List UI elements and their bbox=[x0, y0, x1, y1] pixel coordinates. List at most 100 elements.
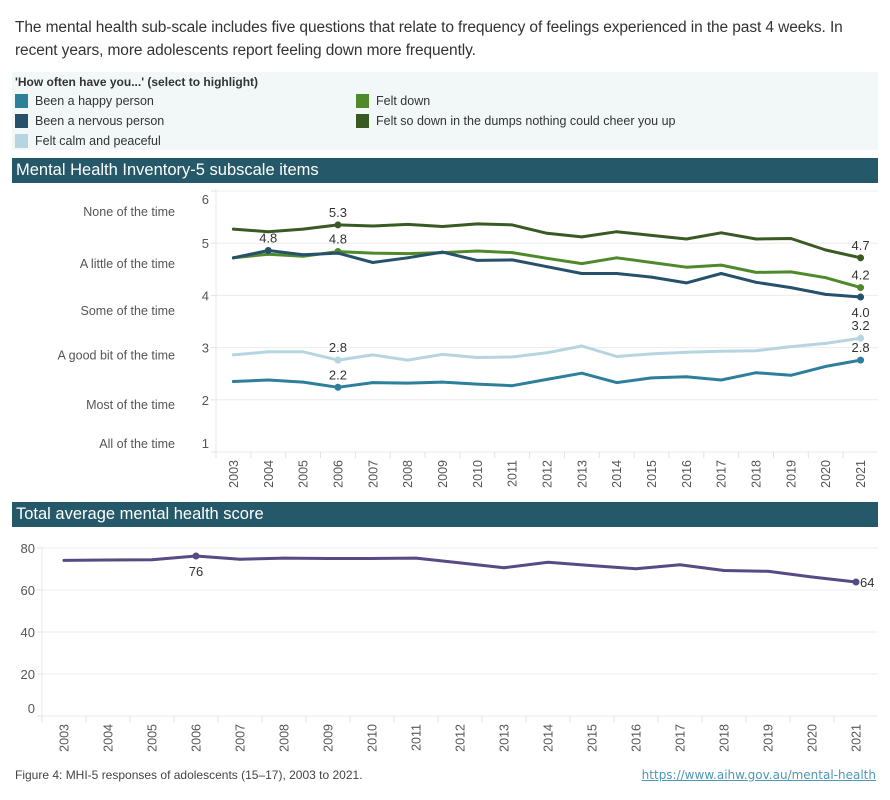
data-point bbox=[546, 560, 550, 564]
data-point bbox=[62, 558, 66, 562]
data-point bbox=[754, 371, 758, 375]
data-point bbox=[789, 345, 793, 348]
data-point bbox=[266, 378, 270, 382]
legend-label: Felt down bbox=[376, 94, 431, 108]
data-label: 2.8 bbox=[852, 340, 870, 355]
x-tick-label: 2019 bbox=[762, 724, 776, 752]
x-tick-label: 2016 bbox=[680, 460, 694, 488]
data-point bbox=[266, 230, 270, 234]
data-point bbox=[192, 552, 200, 560]
data-point bbox=[336, 251, 340, 255]
data-point bbox=[722, 569, 726, 572]
legend-item-calm[interactable]: Felt calm and peaceful bbox=[15, 132, 161, 150]
legend-panel: 'How often have you...' (select to highl… bbox=[12, 72, 878, 150]
data-point bbox=[301, 253, 305, 257]
data-point bbox=[824, 364, 828, 368]
x-tick-label: 2007 bbox=[234, 724, 248, 752]
intro-text: The mental health sub-scale includes fiv… bbox=[15, 19, 843, 59]
data-point bbox=[684, 281, 688, 285]
legend-swatch-felt-down bbox=[356, 94, 369, 108]
data-point bbox=[580, 272, 584, 275]
y-tick-label: 40 bbox=[21, 625, 35, 640]
legend-item-felt-down[interactable]: Felt down bbox=[356, 92, 430, 110]
figure-caption: Figure 4: MHI-5 responses of adolescents… bbox=[15, 768, 363, 782]
legend-swatch-nervous bbox=[15, 114, 28, 128]
data-point bbox=[754, 237, 758, 241]
x-tick-label: 2008 bbox=[401, 460, 415, 488]
data-point bbox=[238, 557, 242, 561]
frequency-category-label: A little of the time bbox=[80, 257, 175, 271]
data-point bbox=[650, 376, 653, 380]
data-point bbox=[371, 261, 375, 264]
data-point bbox=[301, 227, 305, 231]
data-label: 4.8 bbox=[329, 232, 347, 247]
x-tick-label: 2021 bbox=[850, 724, 864, 752]
data-point bbox=[719, 272, 723, 275]
legend-label: Been a happy person bbox=[35, 94, 154, 108]
x-tick-label: 2009 bbox=[322, 724, 336, 752]
x-tick-label: 2013 bbox=[575, 460, 589, 488]
data-point bbox=[510, 384, 514, 388]
x-tick-label: 2015 bbox=[586, 724, 600, 752]
data-point bbox=[789, 237, 793, 240]
data-label: 4.8 bbox=[259, 231, 277, 246]
total-score-line-chart: 0 20 40 60 80 2003 2004 2005 2006 2007 2008 2009 201… bbox=[21, 541, 878, 752]
x-tick-label: 2010 bbox=[471, 460, 485, 488]
data-point bbox=[580, 235, 584, 239]
data-point bbox=[406, 223, 410, 226]
data-label: 4.0 bbox=[852, 305, 870, 320]
data-point bbox=[326, 557, 330, 560]
data-point bbox=[650, 275, 653, 279]
data-point bbox=[615, 381, 619, 384]
data-point bbox=[475, 222, 479, 226]
source-link[interactable]: https://www.aihw.gov.au/mental-health bbox=[641, 768, 876, 782]
data-label: 64 bbox=[860, 575, 874, 590]
data-label: 76 bbox=[189, 564, 203, 579]
y-tick-label: 80 bbox=[21, 541, 35, 556]
x-tick-label: 2009 bbox=[436, 460, 450, 488]
data-point bbox=[232, 353, 235, 357]
data-point bbox=[857, 334, 865, 342]
data-point bbox=[615, 272, 619, 275]
legend-item-dumps[interactable]: Felt so down in the dumps nothing could … bbox=[356, 112, 676, 130]
data-point bbox=[458, 561, 462, 565]
x-tick-label: 2004 bbox=[262, 460, 276, 488]
data-point bbox=[590, 564, 594, 568]
data-point bbox=[824, 342, 828, 345]
x-tick-label: 2014 bbox=[610, 460, 624, 488]
x-tick-label: 2010 bbox=[366, 724, 380, 752]
x-tick-label: 2003 bbox=[58, 724, 72, 752]
legend-item-happy[interactable]: Been a happy person bbox=[15, 92, 154, 110]
legend-swatch-happy bbox=[15, 94, 28, 108]
data-point bbox=[824, 276, 828, 280]
data-point bbox=[580, 344, 584, 348]
data-point bbox=[502, 566, 506, 570]
data-point bbox=[301, 350, 305, 354]
x-tick-label: 2003 bbox=[227, 460, 241, 488]
y-tick-label: 4 bbox=[202, 288, 209, 303]
x-tick-label: 2006 bbox=[331, 460, 345, 488]
data-point bbox=[719, 231, 723, 235]
data-point bbox=[857, 293, 865, 301]
data-point bbox=[789, 373, 793, 377]
y-tick-label: 3 bbox=[202, 341, 209, 356]
data-point bbox=[754, 349, 758, 353]
total-score-chart-header: Total average mental health score bbox=[12, 502, 878, 527]
series-line bbox=[62, 554, 858, 584]
data-point bbox=[475, 382, 479, 386]
data-point bbox=[789, 286, 793, 289]
data-point bbox=[232, 227, 235, 231]
frequency-category-label: None of the time bbox=[83, 205, 175, 219]
data-point bbox=[545, 265, 549, 269]
data-point bbox=[545, 378, 549, 381]
y-tick-label: 5 bbox=[202, 236, 209, 251]
data-point bbox=[370, 557, 374, 560]
data-point bbox=[810, 575, 814, 579]
x-tick-label: 2007 bbox=[366, 460, 380, 488]
legend-item-nervous[interactable]: Been a nervous person bbox=[15, 112, 164, 130]
data-point bbox=[282, 556, 286, 560]
data-point bbox=[441, 250, 444, 254]
data-point bbox=[510, 251, 514, 254]
legend-swatch-dumps bbox=[356, 114, 369, 128]
x-tick-label: 2005 bbox=[297, 460, 311, 488]
